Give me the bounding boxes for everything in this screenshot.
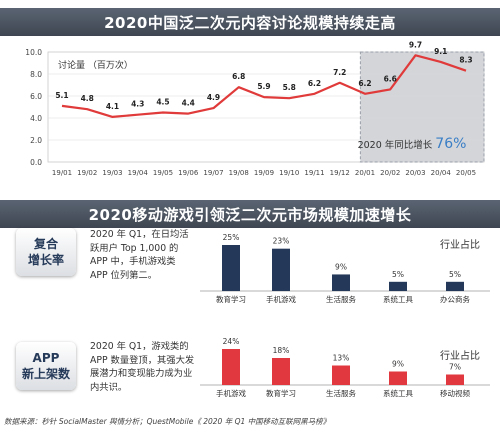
bar [332, 365, 350, 385]
data-label: 9.1 [434, 47, 447, 56]
share-title-1: 行业占比 [440, 240, 480, 251]
bar-category-label: 教育学习 [216, 294, 246, 304]
bar-category-label: 教育学习 [266, 388, 296, 398]
data-label: 4.8 [81, 94, 94, 103]
data-label: 7.2 [333, 68, 346, 77]
bar-value-label: 23% [273, 237, 290, 246]
discussion-volume-line [61, 54, 467, 119]
bar-category-label: 系统工具 [383, 388, 413, 398]
data-label: 6.2 [358, 79, 371, 88]
bar-value-label: 25% [223, 233, 240, 242]
bar-value-label: 9% [392, 360, 404, 369]
x-tick-label: 19/05 [153, 169, 173, 177]
yoy-growth-annotation: 2020 年同比增长 76% [358, 136, 467, 152]
bar-category-label: 生活服务 [326, 294, 356, 304]
bar [332, 274, 350, 291]
bar-category-label: 手机游戏 [216, 388, 246, 398]
bar [222, 349, 240, 385]
bar-category-label: 生活服务 [326, 388, 356, 398]
bar [389, 371, 407, 385]
bar-value-label: 5% [392, 270, 404, 279]
data-label: 9.7 [409, 40, 422, 49]
data-label: 4.4 [182, 99, 195, 108]
bar [446, 281, 464, 291]
bar-category-label: 办公商务 [440, 294, 470, 304]
x-tick-label: 20/04 [431, 169, 452, 177]
x-tick-label: 20/03 [405, 169, 425, 177]
x-tick-label: 19/07 [203, 169, 223, 177]
mid-banner-title: 2020移动游戏引领泛二次元市场规模加速增长 [0, 200, 500, 228]
top-banner-title: 2020中国泛二次元内容讨论规模持续走高 [0, 8, 500, 36]
data-label: 5.1 [55, 91, 68, 100]
y-axis-unit-label: 讨论量 （百万次） [58, 59, 133, 71]
line-chart: 0.0 2.0 4.0 6.0 8.0 10.0 讨论量 （百万次） 19/01 19/02 19… [25, 40, 485, 177]
x-tick-label: 20/05 [456, 169, 476, 177]
new-app-card-title: APP 新上架数 [16, 342, 76, 390]
y-tick-label: 2.0 [30, 136, 42, 145]
data-label: 8.3 [459, 56, 472, 65]
data-label: 5.8 [283, 83, 296, 92]
y-tick-label: 10.0 [25, 48, 42, 57]
y-tick-label: 4.0 [30, 114, 42, 123]
x-tick-label: 19/01 [52, 169, 72, 177]
bar-value-label: 7% [449, 363, 461, 372]
data-label: 6.6 [384, 74, 397, 83]
x-tick-label: 19/08 [229, 169, 249, 177]
bar-value-label: 9% [335, 262, 347, 271]
data-label: 4.5 [156, 98, 169, 107]
bar-chart-2: 24% 手机游戏 18% 教育学习 13% 生活服务 9% 系统工具 7% 移动视频 [200, 337, 490, 398]
y-tick-label: 6.0 [30, 92, 42, 101]
cagr-card-text: 2020 年 Q1，在日均活跃用户 Top 1,000 的 APP 中，手机游戏… [90, 229, 189, 281]
data-label: 4.3 [131, 100, 144, 109]
x-tick-label: 19/12 [330, 169, 350, 177]
cagr-card-title: 复合 增长率 [16, 228, 76, 276]
x-tick-label: 19/11 [304, 169, 324, 177]
bar-value-label: 24% [223, 337, 240, 346]
bar-value-label: 18% [273, 346, 290, 355]
bar-value-label: 5% [449, 270, 461, 279]
bar [272, 358, 290, 385]
x-tick-label: 20/01 [355, 169, 375, 177]
x-tick-label: 19/03 [102, 169, 122, 177]
x-tick-label: 19/06 [178, 169, 199, 177]
bar-category-label: 移动视频 [440, 388, 470, 398]
bar-category-label: 手机游戏 [266, 294, 296, 304]
x-tick-label: 19/10 [279, 169, 299, 177]
data-label: 6.2 [308, 79, 321, 88]
x-tick-label: 20/02 [380, 169, 400, 177]
bar-value-label: 13% [333, 354, 350, 363]
x-tick-label: 19/09 [254, 169, 274, 177]
data-label: 6.8 [232, 72, 245, 81]
data-source-footer: 数据来源：秒针 SocialMaster 舆情分析；QuestMobile《 2… [4, 417, 331, 426]
data-label: 4.1 [106, 102, 119, 111]
bar-chart-1: 25% 教育学习 23% 手机游戏 9% 生活服务 5% 系统工具 5% 办公商务 [200, 233, 490, 304]
bar [389, 281, 407, 291]
bar [222, 245, 240, 291]
data-label: 5.9 [257, 82, 270, 91]
share-title-2: 行业占比 [440, 351, 480, 362]
yoy-growth-value: 76% [435, 136, 466, 152]
x-tick-label: 19/02 [77, 169, 97, 177]
new-app-card-text: 2020 年 Q1，游戏类的 APP 数量登顶，其强大发展潜力和变现能力成为业内… [90, 341, 195, 393]
x-tick-label: 19/04 [128, 169, 149, 177]
bar [272, 248, 290, 291]
y-tick-label: 0.0 [30, 158, 42, 167]
bar [446, 374, 464, 385]
y-tick-label: 8.0 [30, 70, 42, 79]
data-label: 4.9 [207, 93, 220, 102]
bar-category-label: 系统工具 [383, 294, 413, 304]
highlight-band-border [359, 51, 485, 163]
